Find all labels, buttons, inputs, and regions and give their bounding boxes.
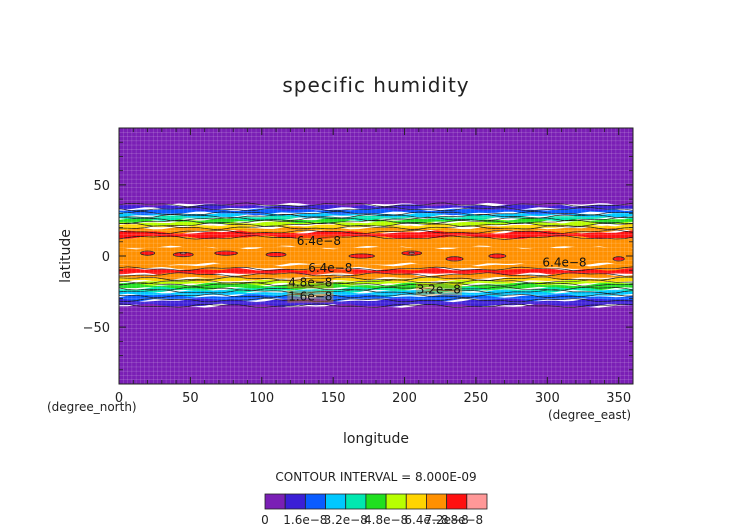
colorbar-swatch — [446, 493, 468, 510]
contour-band — [119, 289, 633, 298]
contour-label: 6.4e−8 — [308, 261, 352, 275]
colorbar-labels: 0 1.6e−83.2e−84.8e−86.4e−87.2e−88e−8 — [261, 513, 483, 527]
colorbar-label: 4.8e−8 — [364, 513, 408, 527]
contour-line — [118, 282, 634, 287]
x-tick-label: 350 — [606, 391, 631, 406]
x-tick-label: 0 — [115, 391, 123, 406]
colorbar-swatch — [304, 493, 326, 510]
contour-label: 6.4e−8 — [297, 234, 341, 248]
y-tick-label: 50 — [93, 179, 110, 194]
colorbar-swatch — [466, 493, 488, 510]
x-axis-label: longitude — [343, 431, 409, 447]
colorbar-swatch — [426, 493, 448, 510]
contour-line — [118, 202, 634, 208]
contour-line — [118, 235, 634, 240]
contour-line — [118, 219, 634, 225]
y-tick-label: 0 — [102, 250, 110, 265]
contour-band — [119, 235, 633, 250]
contour-line — [118, 303, 634, 308]
contour-label-bg — [287, 276, 334, 289]
humidity-blob — [140, 250, 156, 256]
contour-line — [118, 297, 634, 303]
chart-title: specific humidity — [282, 73, 469, 97]
colorbar-label: 1.6e−8 — [283, 513, 327, 527]
y-tick-label: −50 — [83, 321, 110, 336]
contour-interval-text: CONTOUR INTERVAL = 8.000E-09 — [275, 470, 476, 484]
contour-line — [118, 225, 634, 230]
x-tick-label: 200 — [392, 391, 417, 406]
contour-band — [119, 229, 633, 240]
contour-line — [118, 206, 634, 212]
colorbar-swatch — [284, 493, 306, 510]
contour-line — [118, 211, 633, 216]
contour-label-bg — [295, 235, 342, 248]
y-axis-label: latitude — [58, 229, 74, 283]
x-unit-label: (degree_east) — [548, 408, 631, 422]
contour-label-bg — [307, 262, 354, 275]
contour-line — [118, 216, 634, 222]
contour-label-bg — [541, 256, 588, 269]
contour-band — [119, 282, 633, 291]
colorbar-swatch — [385, 493, 407, 510]
contour-labels: 6.4e−86.4e−8 6.4e−84.8e−83.2e−81.6e−8 — [287, 234, 588, 304]
humidity-blob — [445, 256, 464, 262]
contour-line — [118, 222, 634, 227]
contour-band — [119, 128, 633, 207]
colorbar-label: 0 — [261, 513, 269, 527]
x-tick-label: 100 — [249, 391, 274, 406]
humidity-blob — [265, 252, 287, 258]
contour-band — [119, 245, 633, 267]
colorbar-label: 7.2e−8 — [425, 513, 469, 527]
contour-line — [118, 276, 634, 282]
x-axis-ticks: 0 50 100 150 200 250 300 350 — [115, 128, 631, 406]
y-unit-label: (degree_north) — [47, 400, 137, 414]
contour-label: 1.6e−8 — [288, 290, 332, 304]
contour-line — [118, 272, 633, 277]
x-tick-label: 300 — [535, 391, 560, 406]
colorbar-swatch — [365, 493, 387, 510]
contour-band — [119, 262, 633, 271]
x-tick-label: 250 — [464, 391, 489, 406]
contour-label: 6.4e−8 — [542, 256, 586, 270]
humidity-blob — [179, 251, 187, 255]
colorbar-label: 6.4e−8 — [404, 513, 448, 527]
x-tick-label: 150 — [321, 391, 346, 406]
humidity-blob — [408, 251, 415, 255]
contour-line — [118, 229, 634, 235]
colorbar — [264, 493, 488, 510]
colorbar-swatch — [345, 493, 367, 510]
contour-label-bg — [287, 290, 334, 303]
y-axis-ticks: 50 0 −50 — [83, 141, 633, 371]
contour-label: 4.8e−8 — [288, 275, 332, 289]
contour-band — [119, 303, 633, 384]
contour-band — [119, 207, 633, 216]
colorbar-label: 3.2e−8 — [324, 513, 368, 527]
contour-line — [118, 266, 634, 271]
plot-grid — [119, 128, 633, 384]
humidity-blob — [214, 250, 238, 256]
colorbar-label: 8e−8 — [450, 513, 483, 527]
contour-label-bg — [415, 283, 462, 296]
contour-line — [118, 213, 634, 219]
colorbar-swatch — [405, 493, 427, 510]
contour-lines — [118, 202, 634, 308]
humidity-blob — [348, 253, 375, 259]
contour-line — [118, 286, 634, 292]
colorbar-swatch — [325, 493, 347, 510]
humidity-blob — [612, 256, 625, 262]
contour-band — [119, 286, 633, 294]
contour-line — [118, 289, 634, 294]
x-tick-label: 50 — [182, 391, 199, 406]
humidity-blob — [488, 253, 507, 259]
colorbar-swatch — [264, 493, 286, 510]
contour-label: 3.2e−8 — [417, 283, 461, 297]
contour-line — [118, 293, 634, 299]
